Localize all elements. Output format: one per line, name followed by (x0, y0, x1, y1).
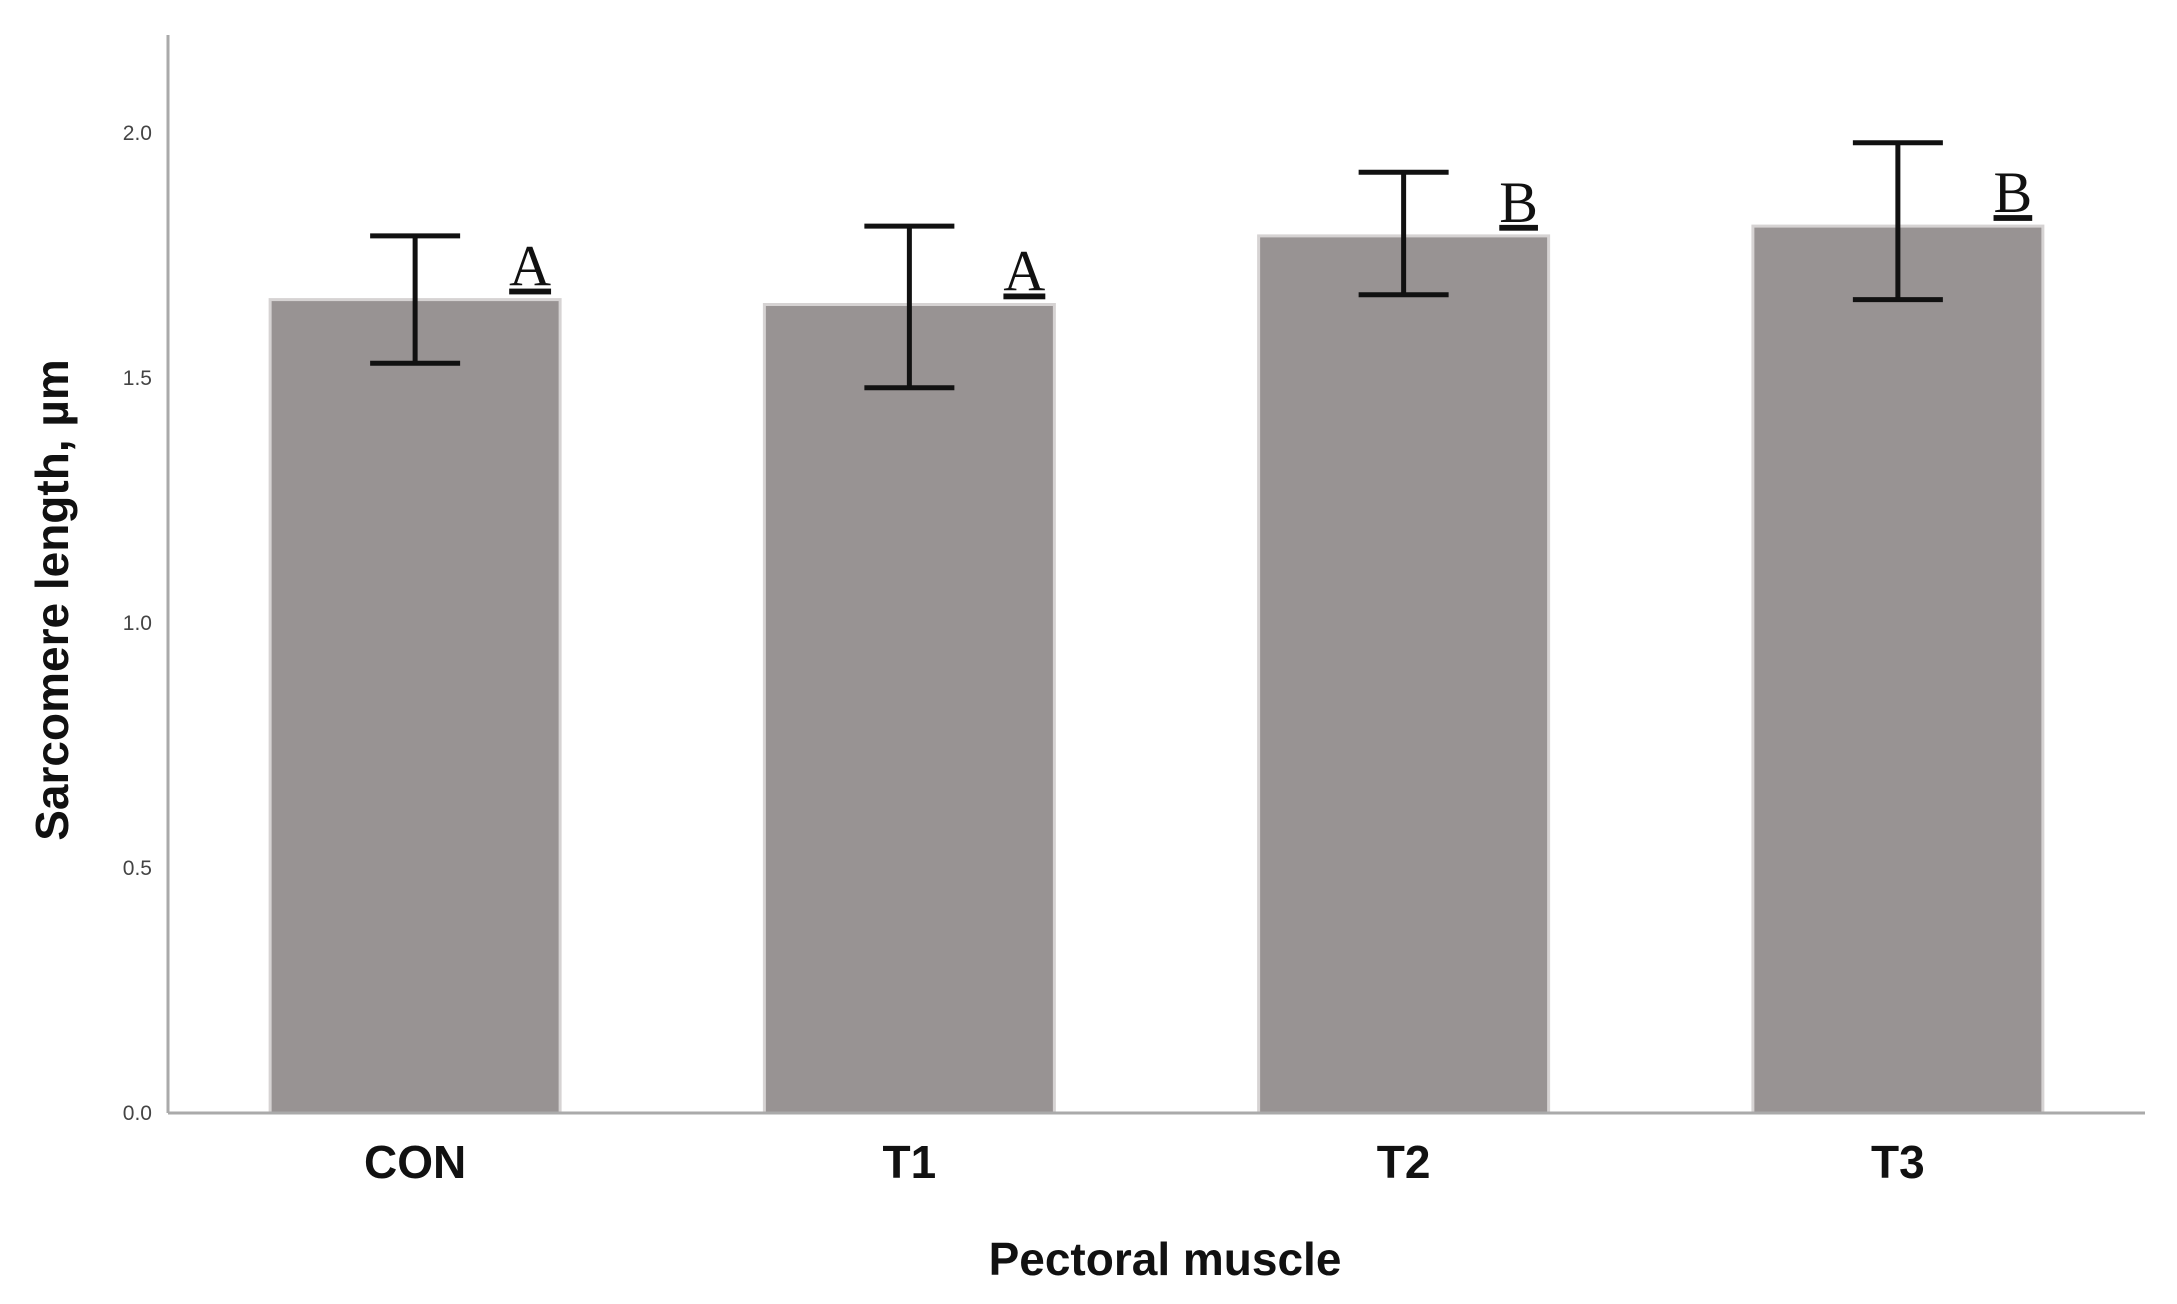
bar-t1 (762, 303, 1056, 1115)
axes-layer (166, 35, 2145, 1115)
error-bar-t1 (864, 223, 955, 391)
y-tick-label: 0.0 (123, 1102, 152, 1125)
x-tick-label-t2: T2 (1377, 1136, 1431, 1188)
x-tick-label-con: CON (364, 1136, 466, 1188)
error-bar-t2 (1358, 169, 1449, 298)
x-tick-label-t1: T1 (883, 1136, 937, 1188)
significance-letter-t3: B (1994, 160, 2033, 225)
bar-t3 (1751, 224, 2045, 1115)
error-bars-layer (370, 140, 1943, 391)
x-tick-labels-layer: CON T1 T2 T3 (364, 1136, 1925, 1188)
y-ticks-layer: 0.0 0.5 1.0 1.5 2.0 (123, 122, 152, 1125)
bar-con (268, 298, 562, 1115)
y-tick-label: 2.0 (123, 122, 152, 145)
y-axis-title: Sarcomere length, µm (26, 359, 78, 841)
bars-layer (268, 224, 2045, 1115)
y-tick-label: 1.0 (123, 612, 152, 635)
significance-letter-t2: B (1499, 170, 1538, 235)
x-tick-label-t3: T3 (1871, 1136, 1925, 1188)
x-axis-title: Pectoral muscle (989, 1233, 1342, 1285)
significance-letter-t1: A (1003, 239, 1045, 304)
error-bar-t3 (1852, 140, 1943, 303)
significance-letter-con: A (509, 234, 551, 299)
y-tick-label: 0.5 (123, 857, 152, 880)
error-bar-con (370, 233, 461, 366)
bar-t2 (1257, 234, 1551, 1115)
y-tick-label: 1.5 (123, 367, 152, 390)
significance-letters-layer: A A B B (509, 160, 2032, 303)
